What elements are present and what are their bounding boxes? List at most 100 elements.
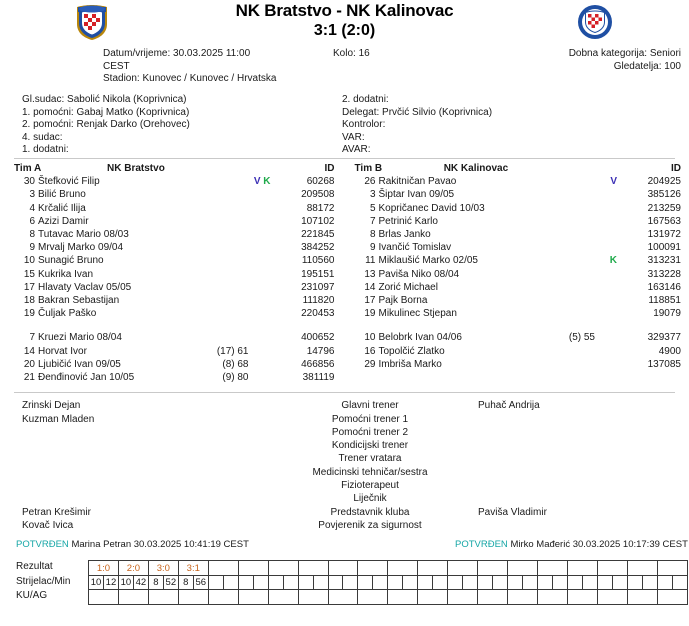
away-substitutes-table: 10 Belobrk Ivan 04/06 (5) 55 329377 16 Topolč…	[355, 331, 681, 371]
goal-minute-cell[interactable]	[492, 574, 509, 591]
goal-score-cell[interactable]	[357, 560, 389, 576]
player-number: 11	[365, 255, 376, 267]
goal-score-cell[interactable]	[207, 560, 239, 576]
kuag-cell[interactable]	[297, 589, 329, 605]
goal-minute-cell[interactable]	[222, 574, 239, 591]
goal-scorer-cell[interactable]	[567, 574, 583, 591]
goal-score-cell[interactable]: 1:0	[88, 560, 119, 576]
kuag-cell[interactable]	[267, 589, 299, 605]
kuag-cell[interactable]	[177, 589, 209, 605]
goal-score-cell[interactable]	[567, 560, 598, 576]
kuag-cell[interactable]	[147, 589, 179, 605]
goal-scorer-cell[interactable]	[207, 574, 224, 591]
goal-scorer-cell[interactable]	[656, 574, 673, 591]
away-team-label: Tim B	[354, 163, 383, 174]
goal-score-cell[interactable]	[507, 560, 539, 576]
kuag-cell[interactable]	[88, 589, 119, 605]
goal-score-cell[interactable]	[447, 560, 479, 576]
goal-scorer-cell[interactable]	[357, 574, 374, 591]
goal-minute-cell[interactable]	[342, 574, 359, 591]
goal-scorer-cell[interactable]: 8	[177, 574, 194, 591]
goal-minute-cell[interactable]	[252, 574, 269, 591]
starter-row: 13 Paviša Niko 08/04 313228	[355, 268, 681, 281]
goal-score-cell[interactable]	[327, 560, 359, 576]
goal-score-cell[interactable]	[656, 560, 689, 576]
kuag-cell[interactable]	[417, 589, 449, 605]
kuag-cell[interactable]	[537, 589, 568, 605]
goal-minute-cell[interactable]	[312, 574, 329, 591]
player-number: 5	[369, 202, 376, 214]
home-team-name: NK Bratstvo	[107, 163, 165, 174]
goal-minute-cell[interactable]	[282, 574, 299, 591]
player-name: Đenđinović Jan 10/05	[38, 372, 135, 384]
goal-minute-cell[interactable]	[522, 574, 539, 591]
substitution-info	[543, 294, 595, 307]
goal-scorer-cell[interactable]	[297, 574, 314, 591]
goal-scorer-cell[interactable]: 8	[147, 574, 164, 591]
officials-divider	[14, 158, 675, 159]
goal-score-cell[interactable]	[387, 560, 419, 576]
goal-scorer-cell[interactable]	[596, 574, 613, 591]
kuag-cell[interactable]	[237, 589, 269, 605]
goal-minute-cell[interactable]	[611, 574, 628, 591]
goal-scorer-cell[interactable]	[267, 574, 284, 591]
kuag-cell[interactable]	[567, 589, 598, 605]
starter-row: 9 Ivančić Tomislav 100091	[355, 241, 681, 254]
goal-minute-cell[interactable]: 42	[132, 574, 149, 591]
away-roster-table: Tim B NK Kalinovac ID	[355, 162, 682, 175]
goal-scorer-cell[interactable]	[477, 574, 494, 591]
goal-minute-cell[interactable]	[552, 574, 568, 591]
goal-score-cell[interactable]: 3:0	[147, 560, 179, 576]
captain-markers	[249, 294, 275, 307]
home-confirmed-by: Marina Petran 30.03.2025 10:41:19 CEST	[71, 539, 249, 551]
kuag-cell[interactable]	[447, 589, 479, 605]
goal-scorer-cell[interactable]	[537, 574, 554, 591]
goal-scorer-cell[interactable]	[237, 574, 254, 591]
goal-score-cell[interactable]	[267, 560, 299, 576]
kuag-cell[interactable]	[626, 589, 658, 605]
goal-score-cell[interactable]: 3:1	[177, 560, 209, 576]
goal-minute-cell[interactable]: 52	[162, 574, 179, 591]
goal-score-cell[interactable]	[417, 560, 449, 576]
goal-minute-cell[interactable]: 56	[192, 574, 209, 591]
staff-role-label: Predstavnik kluba	[330, 506, 410, 518]
goal-scorer-cell[interactable]	[417, 574, 434, 591]
goal-minute-cell[interactable]	[671, 574, 689, 591]
goal-minute-cell[interactable]	[641, 574, 658, 591]
goal-scorer-cell[interactable]	[447, 574, 464, 591]
goal-scorer-cell[interactable]	[507, 574, 524, 591]
goal-score-cell[interactable]	[237, 560, 269, 576]
substitution-info	[543, 215, 595, 228]
kuag-cell[interactable]	[656, 589, 689, 605]
goal-score-cell[interactable]	[537, 560, 568, 576]
kuag-cell[interactable]	[207, 589, 239, 605]
result-label-strijelac: Strijelac/Min	[16, 575, 71, 587]
goal-minute-cell[interactable]	[462, 574, 479, 591]
goal-score-cell[interactable]	[596, 560, 628, 576]
goal-score-cell[interactable]	[626, 560, 658, 576]
goal-score-cell[interactable]	[297, 560, 329, 576]
kuag-cell[interactable]	[507, 589, 539, 605]
kuag-cell[interactable]	[596, 589, 628, 605]
goal-minute-cell[interactable]	[432, 574, 449, 591]
goal-minute-cell[interactable]	[402, 574, 419, 591]
captain-markers	[249, 241, 275, 254]
kuag-cell[interactable]	[387, 589, 419, 605]
goal-minute-cell[interactable]	[372, 574, 389, 591]
goal-score-cell[interactable]: 2:0	[117, 560, 149, 576]
goal-scorer-cell[interactable]: 10	[88, 574, 104, 591]
kuag-cell[interactable]	[477, 589, 509, 605]
goal-scorer-cell[interactable]	[327, 574, 344, 591]
goal-score-cell[interactable]	[477, 560, 509, 576]
kuag-cell[interactable]	[357, 589, 389, 605]
goal-minute-cell[interactable]: 12	[102, 574, 119, 591]
kuag-cell[interactable]	[117, 589, 149, 605]
goal-minute-cell[interactable]	[581, 574, 598, 591]
goal-scorer-cell[interactable]	[387, 574, 404, 591]
goal-scorer-cell[interactable]: 10	[117, 574, 134, 591]
goal-scorer-cell[interactable]	[626, 574, 643, 591]
staff-away-name	[430, 439, 689, 452]
away-roster-gap	[355, 320, 682, 331]
player-name: Brlas Janko	[378, 229, 431, 241]
kuag-cell[interactable]	[327, 589, 359, 605]
